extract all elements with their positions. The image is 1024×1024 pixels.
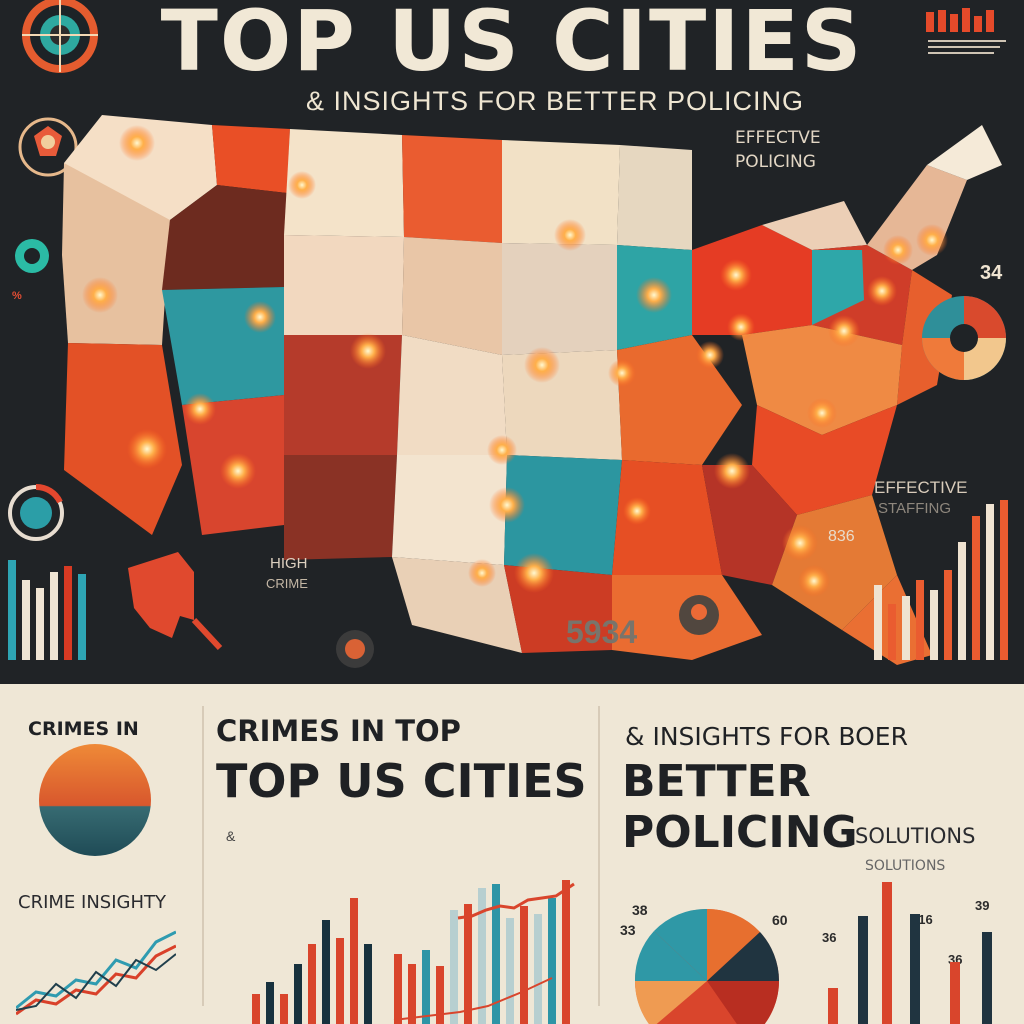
top-map-section: TOP US CITIES & INSIGHTS FOR BETTER POLI… [8,0,1008,668]
city-dot [288,171,316,199]
right-line-2: BETTER POLICING [622,756,858,858]
city-dot [782,525,818,561]
city-dot [714,453,750,489]
circle-button-icon [15,239,49,273]
city-dot [883,235,913,265]
subtitle: & INSIGHTS FOR BETTER POLICING [305,86,805,116]
alaska-shape [128,552,223,651]
right-bar-chart [874,500,1008,660]
pie-label-3: 60 [772,912,788,928]
city-dot [916,224,948,256]
bottom-center-compass-icon [336,630,374,668]
city-dot [220,453,256,489]
city-hotspots [82,125,948,597]
city-dot [807,398,837,428]
right-lower-number-label: 836 [828,528,855,545]
left-line-chart [16,930,176,1016]
left-ratio-label: % [12,290,22,302]
right-pie-chart-bottom [634,908,780,1024]
right-line-3: SOLUTIONS [855,824,976,848]
effective-staffing-label-2: STAFFING [878,500,952,517]
high-crime-label-2: CRIME [266,576,308,591]
middle-bar-line-chart [252,880,575,1024]
left-panel-subtitle: CRIME INSIGHTY [18,892,166,913]
right-line-1: & INSIGHTS FOR BOER [625,722,908,751]
city-dot [608,359,636,387]
city-dot [127,429,167,469]
city-dot [184,393,216,425]
city-dot [119,125,155,161]
right-bar-chart-bottom [828,882,992,1024]
city-dot [82,277,118,313]
shield-badge-icon [18,117,78,177]
high-crime-label-1: HIGH [270,555,308,572]
center-number-label: 5934 [566,614,638,650]
divider-left [202,706,204,1006]
city-dot [828,315,860,347]
bar-label-1: 36 [822,930,837,945]
bar-label-3: 39 [975,898,990,913]
left-bar-chart [8,560,86,660]
city-dot [524,347,560,383]
middle-small-marker: & [226,828,236,844]
right-number-label: 34 [980,262,1003,284]
city-dot [468,559,496,587]
left-panel-title: CRIMES IN [28,718,139,740]
city-dot [798,565,830,597]
middle-line-2: TOP US CITIES [216,754,587,808]
city-dot [489,487,525,523]
bottom-right-pin-icon [679,595,719,635]
pie-label-1: 38 [632,902,648,918]
right-pie-chart [922,296,1006,380]
right-line-4: SOLUTIONS [865,858,946,874]
city-dot [514,553,554,593]
top-right-mini-chart [926,8,1006,54]
pie-label-2: 33 [620,922,636,938]
city-dot [487,435,517,465]
target-icon [22,0,98,73]
city-dot [636,277,672,313]
effective-staffing-label-1: EFFECTIVE [874,478,968,497]
city-dot [244,301,276,333]
divider-right [598,706,600,1006]
bottom-left-gauge-icon [8,483,64,541]
middle-line-1: CRIMES IN TOP [216,714,461,748]
city-dot [727,313,755,341]
city-dot [696,341,724,369]
effective-policing-label: EFFECTVE POLICING [735,128,821,172]
bottom-insights-section: CRIMES IN CRIME INSIGHTY CRIMES IN TOP T… [0,684,1024,1024]
city-dot [867,276,897,306]
city-dot [350,333,386,369]
city-dot [623,497,651,525]
main-title: TOP US CITIES [160,0,864,90]
city-dot [554,219,586,251]
city-dot [720,259,752,291]
sun-globe-icon [39,744,151,856]
